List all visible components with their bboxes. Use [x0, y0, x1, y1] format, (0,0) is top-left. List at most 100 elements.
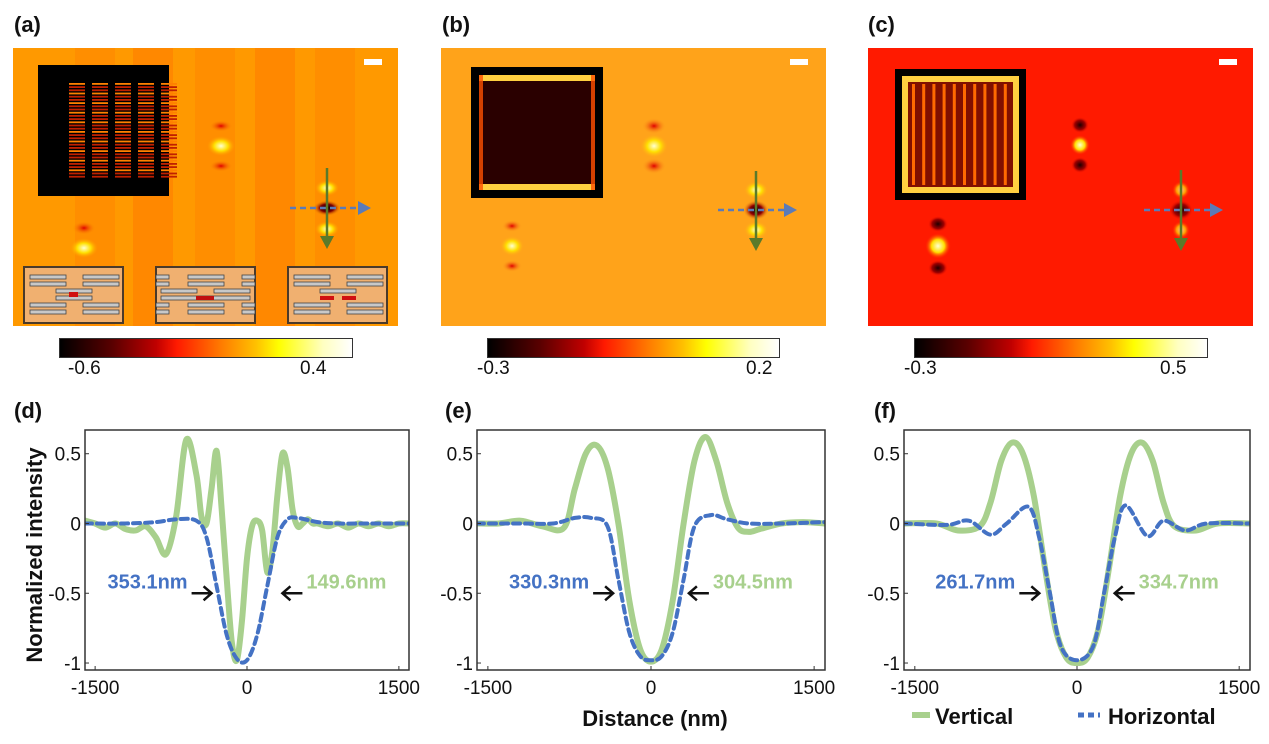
inset-stripe	[115, 143, 131, 146]
focus-spot-left	[500, 236, 524, 256]
inset-stripe	[161, 140, 177, 143]
inset-stripe	[115, 153, 131, 156]
inset-stripe	[138, 99, 154, 101]
inset-stripe	[138, 86, 154, 88]
inset-stripe	[993, 84, 997, 185]
inset-stripe	[138, 156, 154, 159]
inset-stripe	[912, 84, 915, 185]
x-tick-label: 1500	[378, 678, 420, 699]
inset-stripe	[115, 156, 131, 159]
inset-stripe	[115, 159, 131, 162]
inset-stripe	[115, 124, 131, 127]
inset-stripe	[69, 140, 85, 143]
inset-stripe	[138, 102, 154, 104]
inset-stripe	[69, 134, 85, 136]
inset-stripe	[161, 127, 177, 130]
fwhm-horizontal-label: 330.3nm	[509, 571, 589, 593]
inset-stripe	[92, 115, 108, 117]
fwhm-arrow-left	[593, 585, 616, 602]
inset-stripe	[161, 166, 177, 168]
x-tick-label: -1500	[891, 678, 940, 699]
x-tick-label: -1500	[71, 678, 120, 699]
inset-stripe	[161, 99, 177, 101]
inset-stripe	[92, 159, 108, 162]
inset-stripe	[69, 111, 85, 114]
vertical-scan-arrowhead	[320, 236, 334, 249]
inset-stripe	[115, 137, 131, 140]
fwhm-horizontal-label: 261.7nm	[935, 571, 1015, 593]
legend-horizontal-label: Horizontal	[1108, 704, 1216, 729]
inset-stripe	[115, 131, 131, 133]
colorbar-c	[914, 338, 1208, 358]
inset-stripe	[92, 172, 108, 175]
fwhm-horizontal-label: 353.1nm	[108, 571, 188, 593]
inset-stripe	[115, 105, 131, 108]
inset-stripe	[161, 163, 177, 165]
plot-frame	[903, 429, 1251, 671]
inset-stripe	[69, 95, 85, 98]
inset-stripe	[161, 150, 177, 152]
fwhm-arrow-left	[191, 585, 214, 602]
inset-stripe	[92, 83, 108, 85]
inset-stripe	[69, 147, 85, 149]
field-map-c	[868, 48, 1253, 326]
inset-stripe	[161, 172, 177, 175]
inset-stripe	[138, 131, 154, 133]
inset-stripe	[161, 89, 177, 92]
focus-spot-middle	[207, 136, 235, 156]
colorbar-b	[487, 338, 780, 358]
inset-stripe	[92, 143, 108, 146]
inset-stripe	[115, 134, 131, 136]
inset-stripe	[932, 84, 936, 185]
inset-stripe	[115, 92, 131, 95]
y-tick-label: -1	[64, 654, 81, 675]
fwhm-arrow-right	[686, 585, 709, 602]
inset-stripe	[115, 86, 131, 88]
inset-stripe	[115, 175, 131, 178]
legend-vertical-label: Vertical	[935, 704, 1013, 729]
inset-stripe	[69, 102, 85, 104]
inset-stripe	[69, 163, 85, 165]
plot-e: (e) 0.5 0 -0.5 -1 -1500 0 1500 330.3nm 304.5nm	[440, 398, 835, 699]
inset-stripe	[92, 118, 108, 120]
inset-stripe	[922, 84, 926, 185]
inset-stripe	[92, 105, 108, 108]
inset-stripe	[69, 175, 85, 178]
inset-stripe	[92, 134, 108, 136]
inset-stripe	[69, 143, 85, 146]
y-axis-label: Normalized intensity	[22, 447, 47, 663]
field-map-a	[13, 48, 398, 326]
x-tick-label: 1500	[793, 678, 835, 699]
colorbar-c-max-label: 0.5	[1160, 358, 1187, 379]
inset-stripe	[115, 111, 131, 114]
series-line-horizontal	[477, 512, 825, 663]
series-line-horizontal	[904, 503, 1250, 663]
inset-stripe	[92, 131, 108, 133]
inset-stripe	[92, 137, 108, 140]
inset-stripe	[115, 127, 131, 130]
panel-label: (e)	[445, 398, 472, 423]
colorbar-a-min-label: -0.6	[68, 358, 101, 379]
inset-stripe	[69, 105, 85, 108]
inset-stripe	[161, 121, 177, 124]
inset-stripe	[161, 169, 177, 172]
legend: Vertical Horizontal	[912, 704, 1216, 729]
inset-stripe	[161, 124, 177, 127]
inset-stripe	[69, 137, 85, 140]
inset-stripe	[92, 89, 108, 92]
schematic-inset-2	[155, 266, 256, 324]
inset-stripe	[161, 83, 177, 85]
inset-stripe	[138, 137, 154, 140]
x-tick-label: 0	[242, 678, 253, 699]
inset-stripe	[161, 102, 177, 104]
x-tick-label: 1500	[1218, 678, 1260, 699]
inset-stripe	[161, 134, 177, 136]
y-tick-label: -0.5	[440, 584, 473, 605]
inset-stripe	[69, 108, 85, 111]
series-line-vertical	[904, 439, 1250, 667]
panel-label-a: (a)	[14, 12, 41, 37]
y-tick-label: 0	[462, 514, 473, 535]
focus-spot-left	[925, 233, 951, 259]
inset-stripe	[138, 159, 154, 162]
inset-stripe	[92, 175, 108, 178]
